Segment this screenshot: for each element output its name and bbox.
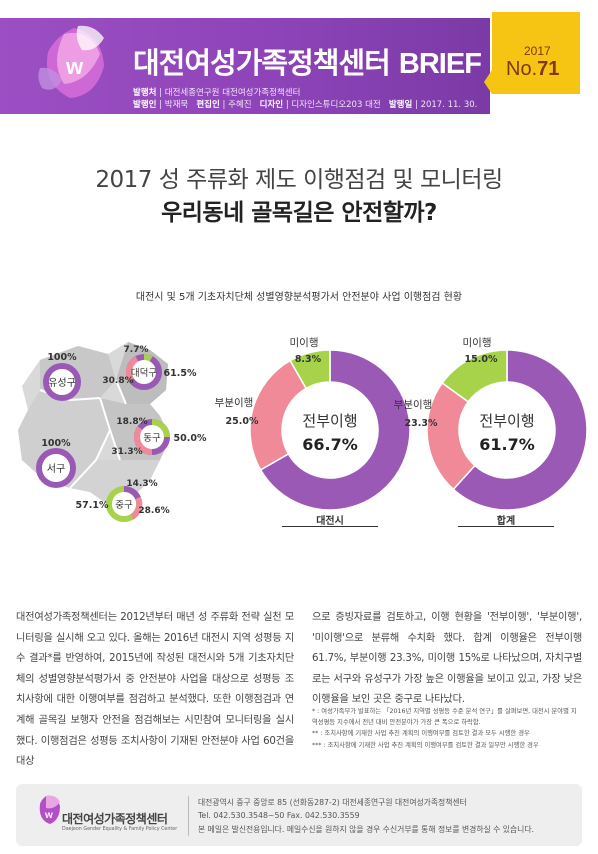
donut-center-value: 66.7% <box>302 435 358 454</box>
svg-text:61.5%: 61.5% <box>164 368 197 379</box>
footer-org-name: 대전여성가족정책센터 <box>62 812 168 826</box>
district-jung: 중구 14.3% 57.1% 28.6% <box>76 479 170 522</box>
donut-chart-daejeon: 전부이행 66.7% 부분이행 25.0% 미이행 8.3% <box>215 337 411 511</box>
donut-chart-total: 전부이행 61.7% 부분이행 23.3% 미이행 15.0% <box>394 337 588 511</box>
svg-text:14.3%: 14.3% <box>126 479 157 489</box>
figure-graphics: 유성구 100% 대덕구 7.7% 30.8% 61.5% 서구 100% 동구… <box>18 337 588 522</box>
caption-divider <box>282 526 378 527</box>
svg-text:7.7%: 7.7% <box>124 345 149 355</box>
district-daedeok: 대덕구 7.7% 30.8% 61.5% <box>102 345 197 390</box>
donut-center-label: 전부이행 <box>302 412 357 430</box>
svg-text:28.6%: 28.6% <box>138 506 169 516</box>
caption-divider <box>458 526 554 527</box>
donut-caption-daejeon: 대전시 <box>316 516 344 527</box>
headline-subtitle: 2017 성 주류화 제도 이행점검 및 모니터링 <box>95 167 503 193</box>
svg-text:유성구: 유성구 <box>48 377 76 389</box>
svg-text:중구: 중구 <box>115 500 133 511</box>
body-paragraph-left: 대전여성가족정책센터는 2012년부터 매년 성 주류화 전략 실천 모니터링을… <box>16 612 294 768</box>
donut-category-label: 미이행 <box>290 337 319 349</box>
donut-value-label: 15.0% <box>465 354 498 365</box>
donut-category-label: 부분이행 <box>394 399 433 411</box>
header: w 대전여성가족정책센터 BRIEF 발행처 | 대전세종연구원 대전여성가족정… <box>0 0 598 118</box>
donut-caption-total: 합계 <box>496 516 516 527</box>
footer: w 대전여성가족정책센터 Daejeon Gender Equality & F… <box>16 784 582 846</box>
donut-center-label: 전부이행 <box>479 412 534 430</box>
svg-text:18.8%: 18.8% <box>116 417 147 427</box>
brand-title: 대전여성가족정책센터 BRIEF <box>133 46 482 80</box>
donut-hole <box>282 382 378 478</box>
footnote: * : 여성가족부가 발표하는 「2016년 지역별 성평등 수준 분석 연구」… <box>312 708 577 726</box>
body-paragraph-right: 으로 증빙자료를 검토하고, 이행 현황을 '전부이행', '부분이행', '미… <box>312 612 582 706</box>
donut-category-label: 미이행 <box>463 337 492 349</box>
svg-text:w: w <box>65 54 84 79</box>
district-yuseong: 유성구 100% <box>43 352 81 401</box>
footer-divider <box>188 796 189 836</box>
svg-text:w: w <box>44 810 53 821</box>
footnote: *** : 조치사항에 기재한 사업 추진 계획의 이행여부를 검토한 결과 일… <box>312 741 539 749</box>
issue-year: 2017 <box>524 44 551 58</box>
svg-text:대덕구: 대덕구 <box>131 368 157 379</box>
svg-text:서구: 서구 <box>47 463 65 475</box>
svg-text:동구: 동구 <box>143 433 161 444</box>
footnote: ** : 조치사항에 기재한 사업 추진 계획의 이행여부를 검토한 결과 모두… <box>312 730 530 737</box>
donut-center-value: 61.7% <box>479 435 535 454</box>
donut-hole <box>459 382 555 478</box>
svg-text:57.1%: 57.1% <box>76 500 109 511</box>
svg-text:30.8%: 30.8% <box>102 376 133 386</box>
donut-value-label: 23.3% <box>405 418 438 429</box>
footer-logo-icon: w <box>39 795 60 824</box>
footer-contact: 대전광역시 중구 중앙로 85 (선화동287-2) 대전세종연구원 대전여성가… <box>198 796 534 836</box>
donut-value-label: 8.3% <box>295 354 322 365</box>
donut-value-label: 25.0% <box>226 416 259 427</box>
footer-notice: 본 메일은 발신전용입니다. 메일수신을 원하지 않을 경우 수신거부를 통해 … <box>198 824 534 834</box>
district-dong: 동구 18.8% 31.3% 50.0% <box>111 417 207 457</box>
svg-text:50.0%: 50.0% <box>174 433 207 444</box>
issue-badge-shape <box>484 12 580 94</box>
footnotes: * : 여성가족부가 발표하는 「2016년 지역별 성평등 수준 분석 연구」… <box>312 707 582 752</box>
district-seo: 서구 100% <box>36 438 76 488</box>
issue-number: No.71 <box>506 58 560 80</box>
center-logo-icon: w <box>38 25 104 98</box>
svg-text:100%: 100% <box>41 438 71 449</box>
publisher-info: 발행처 | 대전세종연구원 대전여성가족정책센터 <box>133 88 301 98</box>
credits-info: 발행인 | 박재묵 편집인 | 주혜진 디자인 | 디자인스튜디오203 대전 … <box>133 100 478 110</box>
svg-text:31.3%: 31.3% <box>111 447 142 457</box>
footer-phone: Tel. 042.530.3548~50 Fax. 042.530.3559 <box>198 811 360 821</box>
headline-title: 우리동네 골목길은 안전할까? <box>161 200 437 226</box>
svg-text:100%: 100% <box>47 352 77 363</box>
figure-title: 대전시 및 5개 기초자치단체 성별영향분석평가서 안전분야 사업 이행점검 현… <box>135 292 463 303</box>
footer-org-name-en: Daejeon Gender Equality & Family Policy … <box>62 827 178 832</box>
footer-address: 대전광역시 중구 중앙로 85 (선화동287-2) 대전세종연구원 대전여성가… <box>198 798 467 807</box>
donut-category-label: 부분이행 <box>215 397 254 409</box>
